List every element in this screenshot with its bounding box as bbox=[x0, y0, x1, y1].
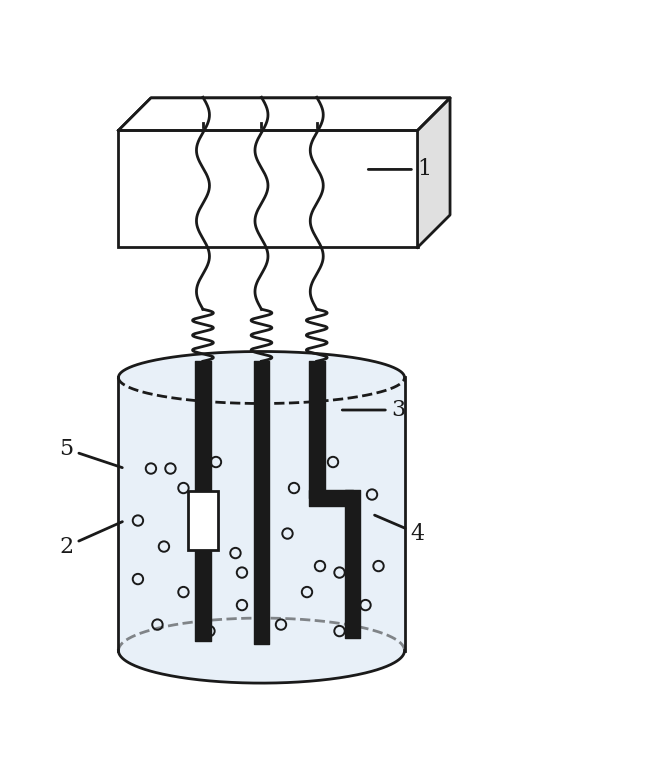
Text: 1: 1 bbox=[368, 159, 431, 180]
Text: 3: 3 bbox=[342, 399, 405, 421]
Polygon shape bbox=[417, 98, 450, 248]
Polygon shape bbox=[118, 618, 404, 683]
Polygon shape bbox=[118, 98, 450, 130]
Text: 5: 5 bbox=[59, 438, 122, 468]
Text: 2: 2 bbox=[59, 522, 122, 558]
Text: 4: 4 bbox=[375, 515, 424, 544]
Polygon shape bbox=[118, 130, 417, 248]
Bar bbox=[188, 491, 217, 550]
Polygon shape bbox=[118, 351, 404, 404]
